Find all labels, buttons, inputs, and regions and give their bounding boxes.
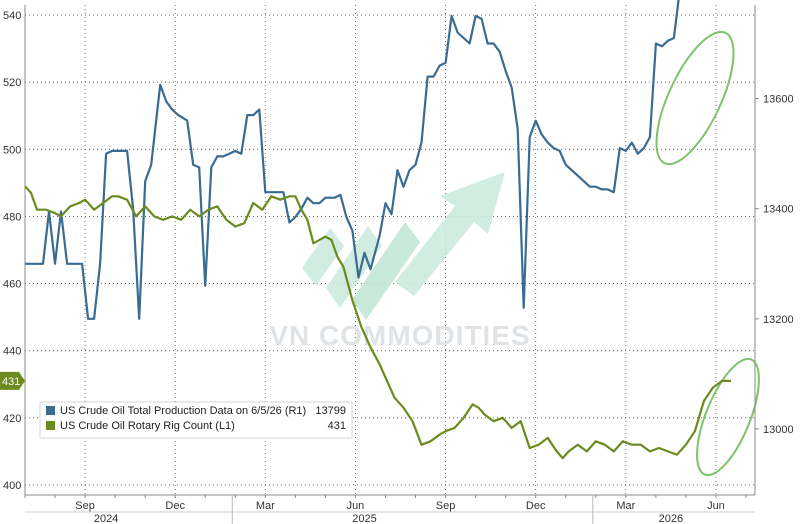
y-left-tick-label: 400 — [3, 480, 21, 492]
legend-box — [39, 401, 353, 439]
x-tick-label: Jun — [347, 500, 365, 512]
legend-swatch — [46, 421, 55, 430]
y-left-tick-label: 420 — [3, 413, 21, 425]
legend-entry-label: US Crude Oil Total Production Data on 6/… — [60, 405, 306, 417]
last-value-tags: 13799431 — [0, 371, 25, 390]
axes: 400 420 440 460 480 500 520 540 13000 13200 13400 1… — [3, 5, 794, 524]
rig-count-series-line — [24, 185, 731, 460]
y-right-tick-label: 13200 — [763, 314, 794, 326]
y-left-tick-label: 480 — [3, 211, 21, 223]
watermark: VN COMMODITIES — [269, 172, 530, 351]
y-left-tick-label: 440 — [3, 346, 21, 358]
year-label: 2026 — [659, 513, 683, 524]
production-series-line — [25, 0, 680, 320]
production-highlight-ellipse — [655, 30, 735, 166]
y-left-tick-label: 500 — [3, 144, 21, 156]
x-tick-label: Mar — [616, 500, 635, 512]
rigs-highlight-ellipse — [696, 357, 760, 477]
x-tick-label: Dec — [165, 500, 185, 512]
watermark-text: VN COMMODITIES — [269, 320, 530, 351]
rig-count-last-value: 431 — [2, 376, 20, 388]
rig-count-last-value-tag — [0, 371, 25, 390]
annotation-ellipses — [655, 30, 760, 477]
y-right-tick-label: 13000 — [763, 424, 794, 436]
y-right-tick-label: 13400 — [763, 204, 794, 216]
year-label: 2024 — [94, 513, 118, 524]
x-tick-label: Jun — [707, 500, 725, 512]
y-left-tick-label: 520 — [3, 77, 21, 89]
series-lines — [24, 0, 731, 460]
legend-entry-value: 431 — [328, 420, 346, 432]
x-tick-label: Sep — [75, 500, 95, 512]
legend-entry-label: US Crude Oil Rotary Rig Count (L1) — [60, 420, 235, 432]
year-label: 2025 — [352, 513, 376, 524]
legend-swatch — [46, 406, 55, 415]
x-tick-label: Dec — [526, 500, 546, 512]
legend-entry-value: 13799 — [315, 405, 346, 417]
watermark-arrow-icon — [302, 172, 505, 320]
y-right-tick-label: 13600 — [763, 94, 794, 106]
y-left-tick-label: 540 — [3, 10, 21, 22]
legend: US Crude Oil Total Production Data on 6/… — [39, 401, 353, 439]
x-tick-label: Mar — [256, 500, 275, 512]
x-tick-label: Sep — [436, 500, 456, 512]
y-left-tick-label: 460 — [3, 279, 21, 291]
